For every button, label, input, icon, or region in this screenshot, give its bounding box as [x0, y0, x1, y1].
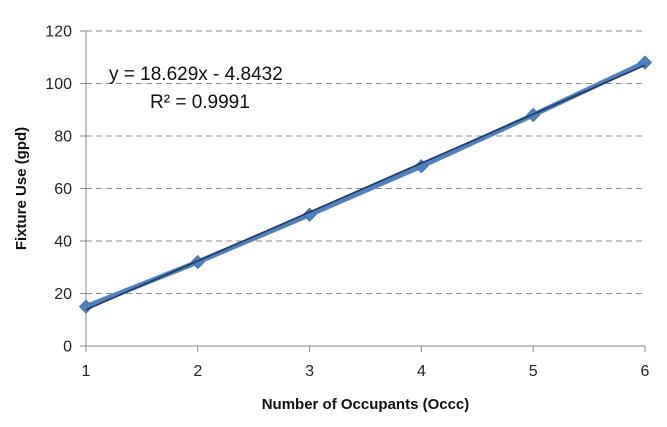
x-tick-label-2: 2: [193, 363, 202, 380]
trendline: [85, 64, 646, 311]
trendline-group: [85, 64, 646, 311]
y-tick-label-20: 20: [54, 286, 72, 303]
y-tick-label-100: 100: [45, 76, 72, 93]
y-tick-label-40: 40: [54, 234, 72, 251]
y-tick-labels: 0 20 40 60 80 100 120: [45, 24, 72, 356]
trendline-equation: y = 18.629x - 4.8432: [109, 64, 283, 85]
data-point-6: [637, 55, 653, 70]
x-tick-label-3: 3: [305, 363, 314, 380]
y-axis-title: Fixture Use (gpd): [13, 127, 30, 250]
x-tick-label-4: 4: [417, 363, 426, 380]
data-point-3: [302, 207, 317, 222]
y-tick-label-120: 120: [45, 24, 72, 41]
y-tick-label-0: 0: [63, 339, 72, 356]
x-tick-label-1: 1: [82, 363, 91, 380]
x-tick-labels: 1 2 3 4 5 6: [82, 363, 650, 380]
x-axis-title: Number of Occupants (Occc): [262, 396, 470, 413]
x-tick-label-5: 5: [529, 363, 538, 380]
y-tick-label-80: 80: [54, 129, 72, 146]
data-point-1: [78, 299, 94, 314]
r-squared-label: R² = 0.9991: [150, 92, 250, 113]
axes: [80, 30, 646, 352]
y-tick-label-60: 60: [54, 181, 72, 198]
data-point-4: [414, 159, 429, 174]
x-tick-label-6: 6: [641, 363, 650, 380]
gridlines: [86, 30, 645, 294]
